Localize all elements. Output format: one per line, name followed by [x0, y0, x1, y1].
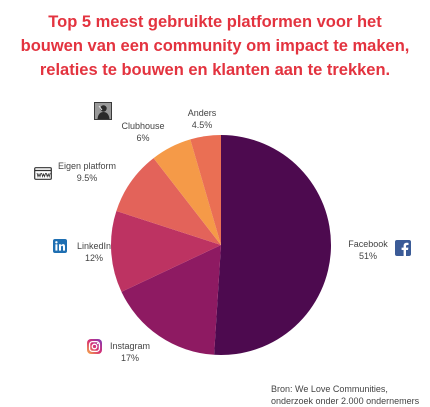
slice-clubhouse	[153, 139, 221, 245]
source-line-2: onderzoek onder 2.000 ondernemers	[271, 396, 420, 406]
label-anders-value: 4.5%	[191, 120, 213, 130]
slice-anders	[190, 135, 221, 245]
label-anders-name: Anders	[187, 108, 217, 118]
label-instagram-name: Instagram	[109, 341, 151, 351]
source-note: Bron: We Love Communities, onderzoek ond…	[271, 383, 419, 407]
www-browser-icon	[34, 167, 52, 180]
label-clubhouse-value: 6%	[136, 133, 150, 143]
slice-linkedin	[111, 211, 221, 292]
label-anders: Anders 4.5%	[180, 107, 224, 131]
label-clubhouse-name: Clubhouse	[121, 121, 165, 131]
label-facebook: Facebook 51%	[340, 238, 396, 262]
label-linkedin-name: LinkedIn	[76, 241, 112, 251]
label-linkedin: LinkedIn 12%	[72, 240, 116, 264]
linkedin-icon	[53, 239, 67, 253]
label-eigen-platform-value: 9.5%	[76, 173, 98, 183]
label-instagram-value: 17%	[120, 353, 139, 363]
label-linkedin-value: 12%	[84, 253, 103, 263]
label-facebook-value: 51%	[358, 251, 377, 261]
slice-instagram	[121, 245, 221, 355]
title-line-1: Top 5 meest gebruikte platformen voor he…	[48, 13, 382, 31]
label-facebook-name: Facebook	[348, 239, 388, 249]
slice-facebook	[214, 135, 332, 355]
source-line-1: Bron: We Love Communities,	[271, 384, 388, 394]
title-line-3: relaties te bouwen en klanten aan te tre…	[39, 61, 391, 79]
slice-eigen-platform	[116, 158, 221, 245]
clubhouse-icon	[94, 102, 112, 120]
label-eigen-platform-name: Eigen platform	[57, 161, 117, 171]
instagram-icon	[87, 339, 102, 354]
label-eigen-platform: Eigen platform 9.5%	[54, 160, 120, 184]
label-instagram: Instagram 17%	[108, 340, 152, 364]
facebook-icon	[395, 240, 411, 256]
label-clubhouse: Clubhouse 6%	[116, 120, 170, 144]
chart-title: Top 5 meest gebruikte platformen voor he…	[0, 10, 430, 82]
title-line-2: bouwen van een community om impact te ma…	[20, 37, 410, 55]
